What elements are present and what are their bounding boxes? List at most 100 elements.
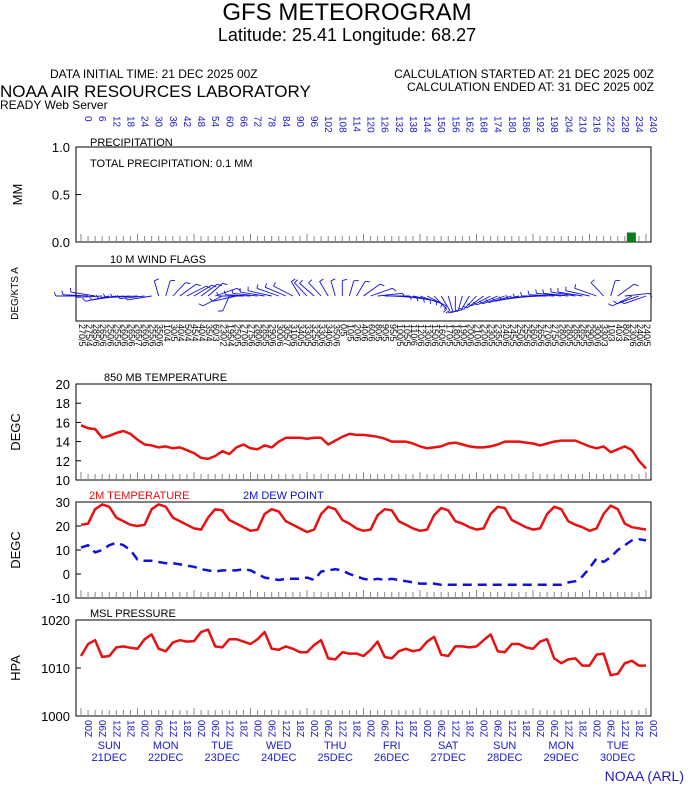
- wind-barb-flag: [613, 300, 618, 305]
- wind-value-label: 255/5: [112, 324, 122, 347]
- y-tick-label: 1010: [41, 661, 70, 676]
- wind-barb-flag: [216, 292, 219, 297]
- forecast-hour-label: 168: [478, 116, 489, 133]
- page-title: GFS METEOROGRAM: [222, 0, 472, 26]
- wind-barb-staff: [165, 280, 171, 297]
- wind-barb-staff: [330, 280, 336, 297]
- forecast-hour-label: 156: [449, 116, 460, 133]
- wind-barb-flag: [462, 305, 468, 309]
- wind-barb-flag: [291, 278, 296, 282]
- wind-barb-flag: [273, 282, 276, 287]
- wind-barb-flag: [379, 283, 385, 287]
- wind-barb: [319, 278, 329, 297]
- date-label: 23DEC: [205, 752, 241, 764]
- time-hour-label: 00Z: [365, 720, 376, 737]
- wind-barb-flag: [491, 297, 496, 302]
- wind-barb-staff: [457, 295, 463, 312]
- wind-barb: [198, 295, 223, 307]
- date-label: 26DEC: [374, 752, 410, 764]
- wind-barb: [557, 287, 583, 297]
- wind-barb-staff: [200, 283, 218, 297]
- wind-barb-staff: [212, 295, 237, 302]
- wind-barb: [613, 295, 640, 305]
- wind-barb: [462, 295, 484, 309]
- wind-barb-flag: [82, 297, 86, 302]
- wind-barb-flag: [319, 278, 324, 282]
- wind-value-label: 330/5: [303, 324, 313, 347]
- wind-value-label: 265/7: [134, 324, 144, 347]
- wind-value-label: 300/6: [275, 324, 285, 347]
- wind-barb: [608, 295, 633, 307]
- wind-barb-staff: [207, 283, 223, 297]
- wind-barb-flag: [445, 310, 451, 314]
- precip-title: PRECIPITATION: [90, 137, 173, 149]
- date-label: 25DEC: [318, 752, 354, 764]
- wind-barb-flag: [498, 296, 502, 301]
- wind-barb: [231, 289, 258, 297]
- y-tick-label: 20: [56, 377, 70, 392]
- wind-value-label: 340/6: [324, 324, 334, 347]
- forecast-hour-label: 198: [548, 116, 559, 133]
- wind-barb-flag: [117, 294, 121, 299]
- wind-value-label: 340/5: [296, 324, 306, 347]
- wind-barb: [363, 283, 385, 297]
- wind-barb: [565, 286, 590, 297]
- wind-barb-flag: [478, 300, 484, 305]
- wind-barb-staff: [488, 295, 512, 303]
- wind-value-label: 45/4: [190, 324, 200, 342]
- wind-barb-flag: [264, 283, 268, 288]
- wind-barb: [590, 279, 604, 297]
- wind-barb-staff: [529, 294, 555, 297]
- wind-barb-flag: [512, 293, 516, 298]
- wind-barb: [290, 278, 301, 297]
- date-label: 24DEC: [261, 752, 297, 764]
- wind-barb-flag: [535, 289, 537, 294]
- wind-value-label: 90/5: [381, 324, 391, 342]
- forecast-hour-label: 96: [308, 116, 319, 128]
- wind-barb: [294, 279, 308, 297]
- wind-barb-flag: [256, 284, 259, 289]
- server-name: READY Web Server: [0, 98, 108, 112]
- wind-value-label: 200/6: [465, 324, 475, 347]
- wind-value-label: 120/6: [416, 324, 426, 347]
- wind-barb-flag: [170, 279, 176, 282]
- date-label: 28DEC: [487, 752, 523, 764]
- wind-value-label: 80/4: [621, 324, 631, 342]
- wind-value-label: 290/6: [586, 324, 596, 347]
- forecast-hour-label: 6: [96, 116, 107, 122]
- wind-barb-flag: [485, 299, 490, 303]
- time-hour-label: 12Z: [506, 720, 517, 737]
- wind-value-label: 350/6: [331, 324, 341, 347]
- time-hour-label: 18Z: [181, 720, 192, 737]
- wind-barb-flag: [353, 279, 359, 282]
- forecast-hour-label: 12: [110, 116, 121, 128]
- wind-barb-flag: [620, 300, 625, 305]
- date-label: 22DEC: [148, 752, 184, 764]
- wind-barb-flag: [608, 303, 613, 307]
- y-tick-label: 1.0: [52, 140, 70, 155]
- time-hour-label: 00Z: [139, 720, 150, 737]
- forecast-hour-label: 240: [647, 116, 658, 133]
- forecast-hour-label: 204: [562, 116, 573, 133]
- wind-value-label: 195/4: [225, 324, 235, 347]
- temp850-frame: [75, 383, 652, 481]
- y-tick-label: 12: [56, 454, 70, 469]
- wind-barb-staff: [624, 295, 647, 305]
- wind-value-label: 210/6: [473, 324, 483, 347]
- wind-barb-staff: [550, 291, 576, 297]
- wind-value-label: 330/6: [317, 324, 327, 347]
- forecast-hour-label: 60: [223, 116, 234, 128]
- time-hour-label: 00Z: [82, 720, 93, 737]
- y-tick-label: 0.0: [52, 235, 70, 250]
- time-hour-label: 12Z: [449, 720, 460, 737]
- wind-value-label: 260/6: [119, 324, 129, 347]
- time-hour-label: 00Z: [421, 720, 432, 737]
- wind-barb-flag: [88, 296, 93, 301]
- wind-barb: [209, 295, 237, 302]
- wind-barb-staff: [256, 287, 279, 297]
- y-axis-label: DEG/KTS A: [10, 267, 21, 320]
- wind-value-label: 230/6: [628, 324, 638, 347]
- time-hour-label: 18Z: [237, 720, 248, 737]
- forecast-hour-label: 216: [591, 116, 602, 133]
- wind-barb: [216, 292, 244, 297]
